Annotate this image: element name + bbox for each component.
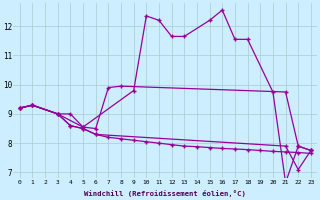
X-axis label: Windchill (Refroidissement éolien,°C): Windchill (Refroidissement éolien,°C)	[84, 190, 246, 197]
